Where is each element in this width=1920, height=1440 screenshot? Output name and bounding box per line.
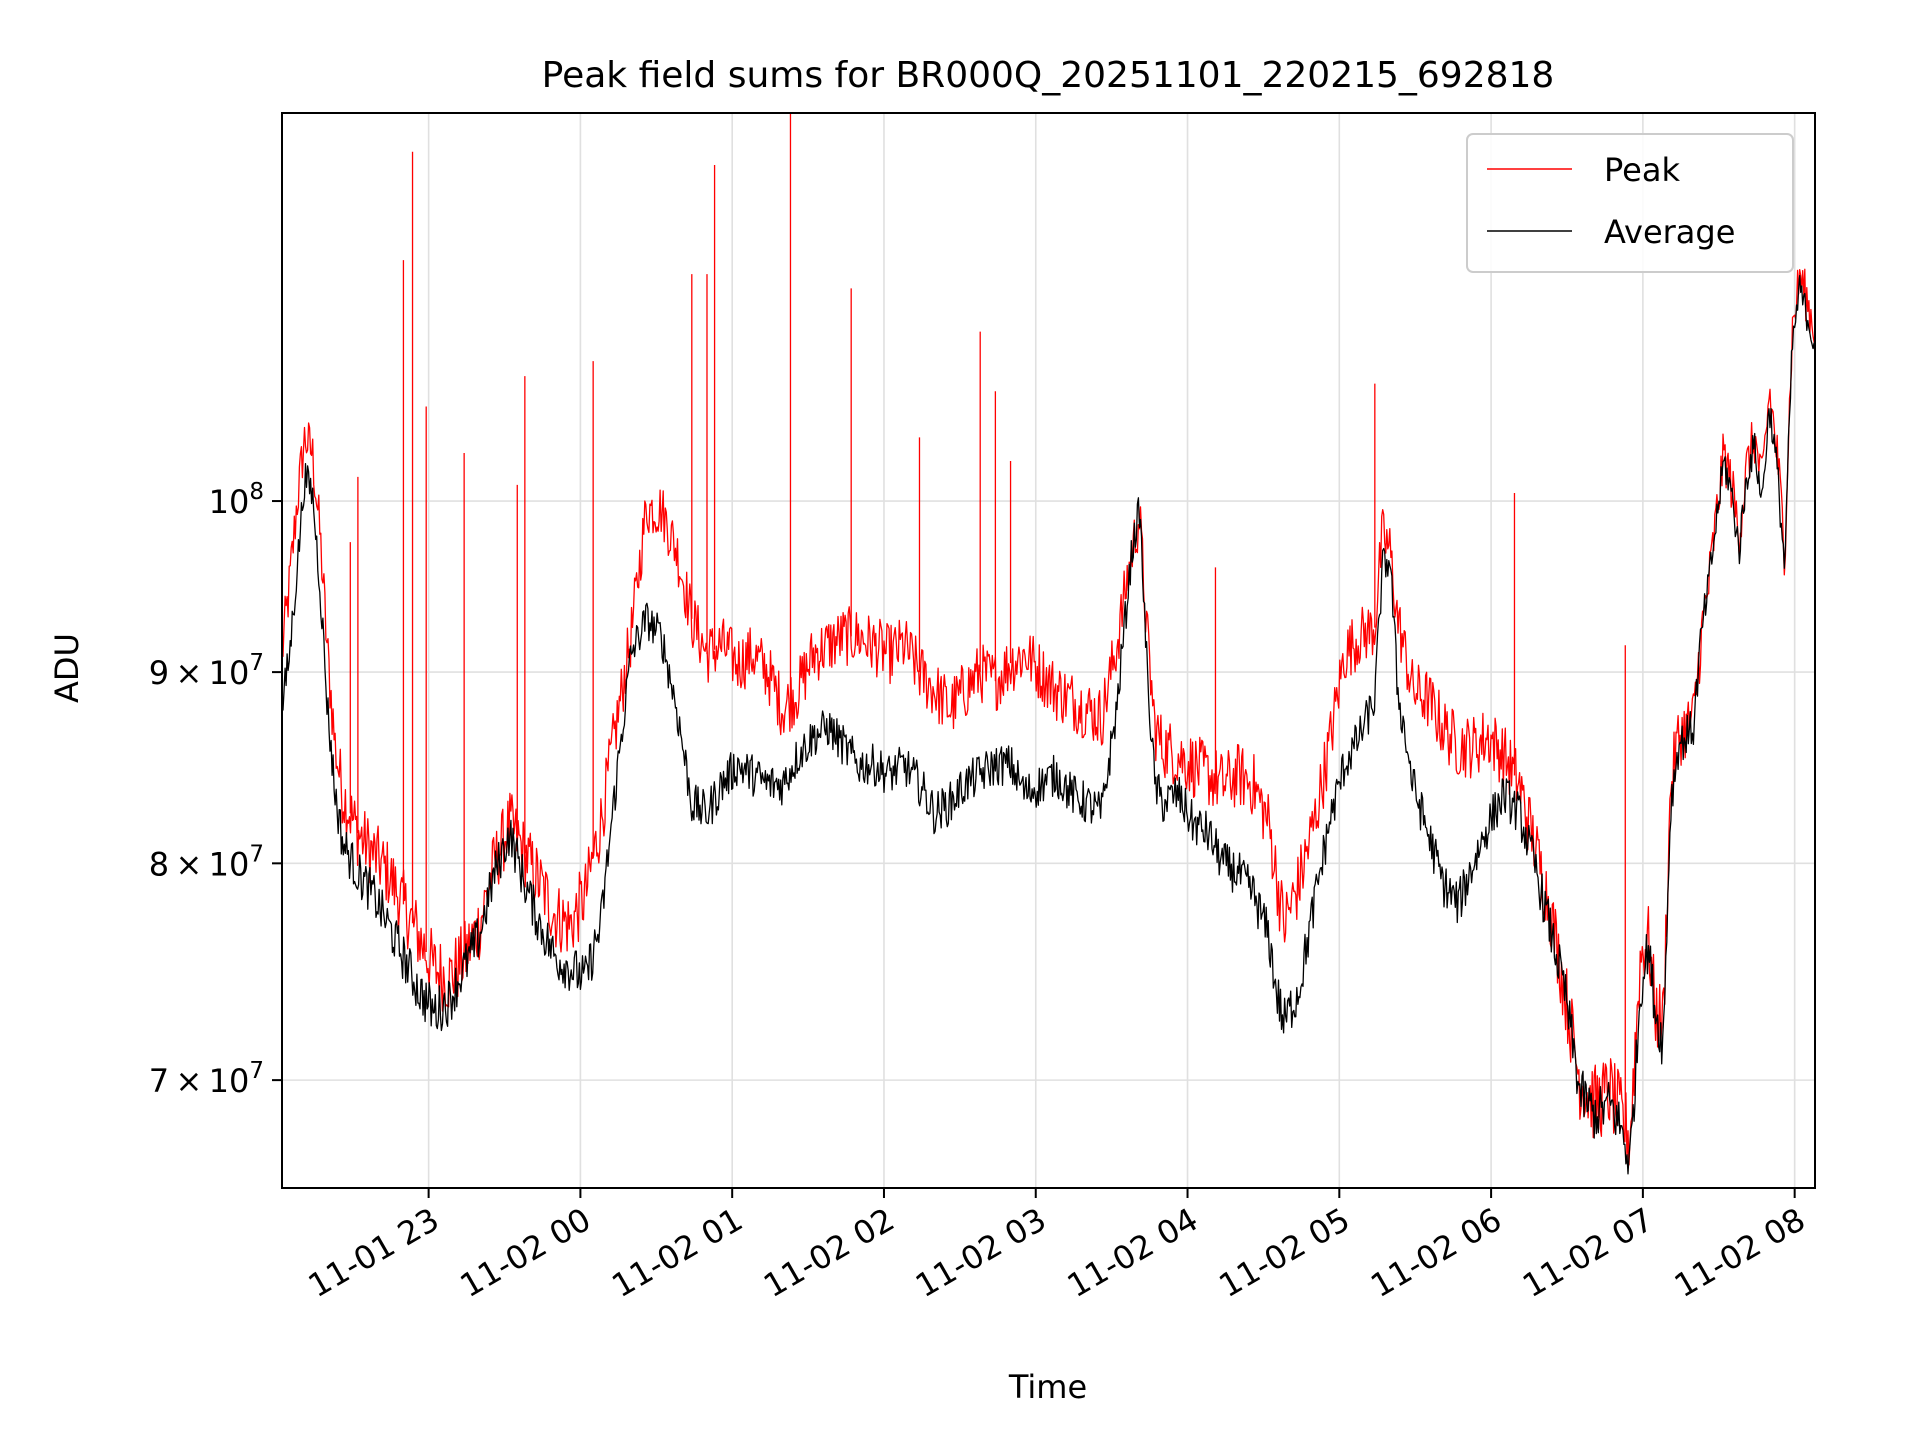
y-tick-label: 108	[209, 479, 264, 521]
y-axis-label: ADU	[48, 633, 86, 703]
legend-peak-label: Peak	[1604, 151, 1680, 189]
legend: Peak Average	[1466, 133, 1794, 273]
x-axis-label: Time	[1008, 1368, 1087, 1406]
y-axis: 7 × 107 8 × 107 9 × 107 108	[149, 479, 282, 1100]
series-peak-line	[281, 268, 1816, 1166]
y-tick-label: 8 × 107	[149, 841, 264, 883]
chart-title: Peak field sums for BR000Q_20251101_2202…	[542, 55, 1555, 96]
y-tick-label: 7 × 107	[149, 1058, 264, 1100]
plot-series	[281, 113, 1816, 1175]
plot-frame	[281, 112, 1816, 1189]
y-tick-label: 9 × 107	[149, 650, 264, 692]
series-average-line	[281, 274, 1816, 1175]
legend-average-label: Average	[1604, 213, 1735, 251]
